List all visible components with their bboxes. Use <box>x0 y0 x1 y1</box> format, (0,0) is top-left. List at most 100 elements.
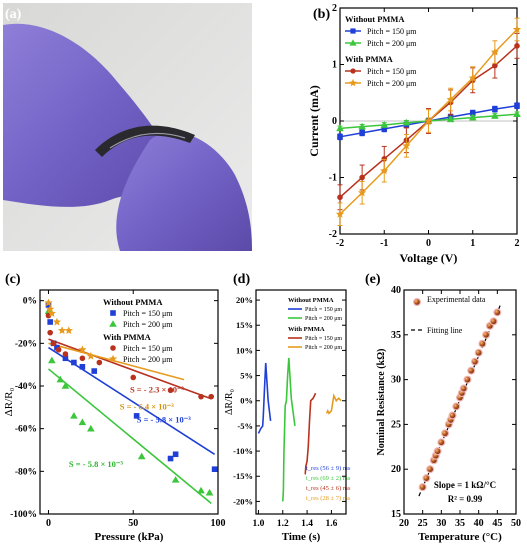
glove-right <box>116 132 252 251</box>
slope-annotation: Slope = 1 kΩ/°C <box>434 480 496 490</box>
y-tick-label: 2 <box>332 3 337 14</box>
plot-frame <box>39 289 219 515</box>
x-tick-label: 50 <box>511 518 521 529</box>
data-point <box>337 134 343 140</box>
y-axis-label: Nominal Resistance (kΩ) <box>376 349 387 456</box>
y-tick-label: 20% <box>236 295 253 305</box>
legend-entry-label: Pitch = 200 μm <box>367 79 417 88</box>
legend-swatch-marker <box>109 320 117 327</box>
r-squared-annotation: R² = 0.99 <box>448 494 483 504</box>
x-tick-label: 100 <box>211 518 226 529</box>
legend-entry-label: Pitch = 150 μm <box>123 344 173 353</box>
data-point <box>492 62 498 69</box>
data-point <box>489 317 498 326</box>
data-point <box>492 106 498 112</box>
data-point <box>446 95 455 104</box>
data-point <box>87 424 95 432</box>
fit-line <box>48 346 216 455</box>
data-point <box>482 330 491 339</box>
data-point <box>422 474 431 483</box>
panel-label-d: (d) <box>233 272 250 287</box>
data-point <box>470 357 479 366</box>
data-point <box>474 348 483 357</box>
x-tick-label: 0 <box>426 238 431 249</box>
data-point <box>61 382 70 389</box>
response-time-label: t_res (56 ± 9) ms <box>306 465 351 472</box>
legend-entry-label: Pitch = 200 μm <box>305 345 342 351</box>
panel-label-b: (b) <box>313 7 330 22</box>
y-tick-label: -20% <box>15 339 37 349</box>
data-point <box>336 124 344 132</box>
x-tick-label: 20 <box>399 518 409 529</box>
signal-trace <box>281 357 296 502</box>
panel-label-a: (a) <box>5 7 22 22</box>
legend-entry-label: Experimental data <box>427 295 486 304</box>
y-tick-label: 1 <box>332 60 337 71</box>
y-tick-label: 0% <box>23 297 37 307</box>
sensitivity-annotation: S = - 2.3 × 10⁻³ <box>130 384 184 394</box>
data-point <box>359 174 365 181</box>
data-point <box>381 156 388 162</box>
legend-swatch-marker <box>349 39 357 46</box>
y-tick-label: 10% <box>236 345 253 355</box>
x-tick-label: -2 <box>336 238 344 249</box>
y-tick-label: -2 <box>329 229 337 240</box>
y-tick-label: 15 <box>391 509 401 520</box>
data-point <box>52 317 62 326</box>
data-point <box>137 452 146 460</box>
y-tick-label: 25 <box>391 419 401 430</box>
x-tick-label: 1.4 <box>301 519 313 529</box>
legend-entry-label: Pitch = 200 μm <box>305 316 342 322</box>
x-tick-label: 35 <box>455 518 465 529</box>
legend-group-title: Without PMMA <box>103 297 163 307</box>
data-point <box>45 302 52 308</box>
data-point <box>424 116 433 125</box>
data-point <box>491 112 499 119</box>
x-tick-label: 30 <box>436 518 446 529</box>
legend-entry-label: Pitch = 150 μm <box>305 307 342 313</box>
data-point <box>56 375 65 383</box>
data-point <box>463 375 472 384</box>
y-tick-label: 30 <box>391 375 401 386</box>
legend-entry-label: Pitch = 150 μm <box>305 336 342 342</box>
x-axis-label: Time (s) <box>282 531 321 543</box>
data-point <box>47 329 53 336</box>
data-point <box>64 326 73 335</box>
y-tick-label: -10% <box>233 446 253 456</box>
y-tick-label: 15% <box>236 320 253 330</box>
y-tick-label: -80% <box>15 467 37 477</box>
data-point <box>62 355 69 362</box>
data-point <box>468 73 477 82</box>
data-point <box>452 402 461 411</box>
data-point <box>493 308 502 317</box>
data-point <box>78 418 87 426</box>
data-point <box>513 110 521 118</box>
data-point <box>48 356 56 364</box>
data-point <box>133 413 140 419</box>
y-tick-label: -60% <box>15 425 37 435</box>
legend-swatch-marker <box>110 345 116 351</box>
data-point <box>514 102 520 109</box>
legend-group-title: With PMMA <box>345 54 394 64</box>
data-point <box>358 122 366 130</box>
data-point <box>512 25 522 33</box>
data-point <box>86 351 95 360</box>
y-tick-label: 5% <box>240 371 253 381</box>
signal-trace <box>325 393 342 415</box>
y-axis-label: Current (mA) <box>307 85 321 156</box>
data-point <box>198 393 204 400</box>
data-point <box>172 451 179 458</box>
chart-panel-c: 0 50 100 0% -20% -40% -60% -80% -100% Pressure (k… <box>3 289 226 543</box>
legend-group-title: With PMMA <box>288 326 325 333</box>
legend-swatch-marker <box>413 298 422 307</box>
legend-group-title: Without PMMA <box>345 14 405 24</box>
signal-trace <box>257 362 272 434</box>
data-point <box>437 438 446 447</box>
x-tick-label: 1.6 <box>325 519 337 529</box>
data-point <box>478 339 487 348</box>
data-point <box>335 209 345 218</box>
data-point <box>44 298 53 307</box>
data-point <box>490 47 499 56</box>
response-time-label: t_res (45 ± 6) ms <box>306 485 351 492</box>
data-point <box>62 351 69 357</box>
